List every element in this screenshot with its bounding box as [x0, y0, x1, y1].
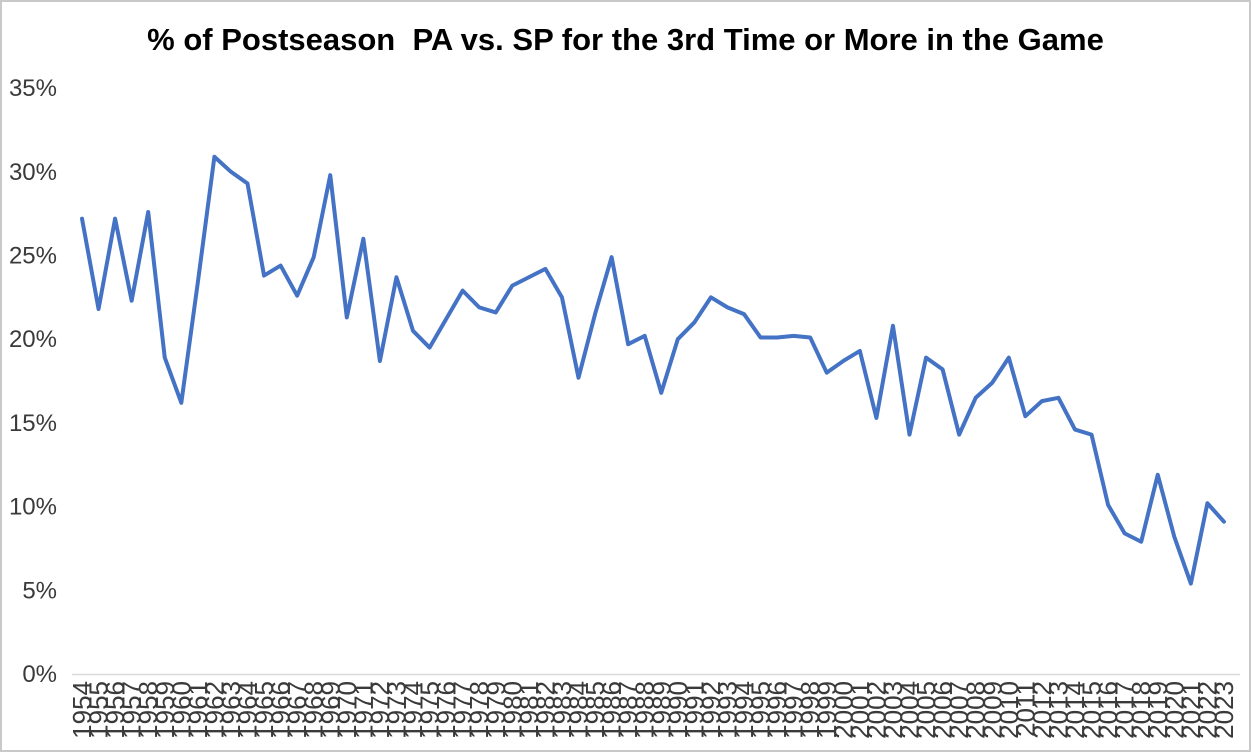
- x-tick-label: 2016: [1093, 681, 1123, 739]
- x-tick-label: 1987: [613, 681, 643, 739]
- x-tick-label: 1955: [84, 681, 114, 739]
- x-tick-label: 1957: [117, 681, 147, 739]
- x-tick-label: 1964: [233, 681, 263, 739]
- x-tick-label: 1998: [795, 681, 825, 739]
- x-tick-label: 1980: [497, 681, 527, 739]
- y-tick-label: 25%: [9, 243, 57, 270]
- x-tick-label: 1988: [630, 681, 660, 739]
- x-tick-label: 1971: [348, 681, 378, 739]
- x-tick-label: 1970: [332, 681, 362, 739]
- y-tick-label: 20%: [9, 326, 57, 353]
- x-tick-label: 1962: [199, 681, 229, 739]
- x-tick-label: 1981: [514, 681, 544, 739]
- x-tick-label: 2021: [1176, 681, 1206, 739]
- x-tick-label: 1959: [150, 681, 180, 739]
- x-tick-label: 1982: [530, 681, 560, 739]
- x-tick-label: 2019: [1143, 681, 1173, 739]
- x-tick-label: 1985: [580, 681, 610, 739]
- x-tick-label: 1993: [713, 681, 743, 739]
- y-tick-label: 15%: [9, 410, 57, 437]
- x-tick-label: 2022: [1192, 681, 1222, 739]
- x-tick-label: 2011: [1010, 681, 1040, 737]
- x-tick-label: 2020: [1159, 681, 1189, 739]
- x-tick-label: 2017: [1110, 681, 1140, 739]
- x-tick-label: 1972: [365, 681, 395, 739]
- x-tick-label: 1975: [415, 681, 445, 739]
- x-tick-label: 1960: [166, 681, 196, 739]
- x-tick-label: 2013: [1044, 681, 1074, 739]
- x-tick-label: 1979: [481, 681, 511, 739]
- x-tick-label: 1991: [679, 681, 709, 739]
- x-tick-label: 1990: [663, 681, 693, 739]
- y-tick-label: 30%: [9, 159, 57, 186]
- x-tick-label: 1966: [266, 681, 296, 739]
- x-tick-label: 1954: [67, 681, 97, 739]
- x-tick-label: 1956: [100, 681, 130, 739]
- x-tick-label: 1986: [597, 681, 627, 739]
- x-tick-label: 1996: [762, 681, 792, 739]
- x-tick-label: 2023: [1209, 681, 1239, 739]
- x-tick-label: 1983: [547, 681, 577, 739]
- x-tick-label: 1984: [564, 681, 594, 739]
- x-tick-label: 1999: [812, 681, 842, 739]
- chart-title: % of Postseason PA vs. SP for the 3rd Ti…: [147, 22, 1104, 57]
- x-tick-label: 2008: [961, 681, 991, 739]
- x-tick-label: 2009: [977, 681, 1007, 739]
- x-tick-label: 1978: [464, 681, 494, 739]
- x-tick-label: 2007: [944, 681, 974, 739]
- x-tick-label: 1958: [133, 681, 163, 739]
- x-tick-label: 2002: [861, 681, 891, 739]
- x-tick-label: 2012: [1027, 681, 1057, 739]
- x-tick-label: 2018: [1126, 681, 1156, 739]
- x-tick-label: 1967: [282, 681, 312, 739]
- x-tick-label: 2010: [994, 681, 1024, 739]
- x-tick-label: 2015: [1077, 681, 1107, 739]
- x-tick-label: 2006: [928, 681, 958, 739]
- x-tick-label: 1989: [646, 681, 676, 739]
- x-tick-label: 1973: [381, 681, 411, 739]
- y-tick-label: 10%: [9, 494, 57, 521]
- x-tick-label: 1963: [216, 681, 246, 739]
- x-tick-label: 1992: [696, 681, 726, 739]
- x-tick-label: 1995: [746, 681, 776, 739]
- y-tick-label: 0%: [22, 661, 57, 688]
- x-tick-label: 2005: [911, 681, 941, 739]
- y-tick-label: 5%: [22, 577, 57, 604]
- x-tick-label: 2003: [878, 681, 908, 739]
- x-tick-label: 1961: [183, 681, 213, 739]
- series-line: [80, 154, 1226, 586]
- x-tick-label: 1997: [779, 681, 809, 739]
- x-tick-label: 1977: [448, 681, 478, 739]
- x-tick-label: 2014: [1060, 681, 1090, 739]
- x-tick-label: 2000: [828, 681, 858, 739]
- x-tick-label: 1976: [431, 681, 461, 739]
- x-tick-label: 1968: [299, 681, 329, 739]
- x-tick-label: 2004: [895, 681, 925, 739]
- y-tick-label: 35%: [9, 75, 57, 102]
- x-tick-label: 1974: [398, 681, 428, 739]
- x-tick-label: 1965: [249, 681, 279, 739]
- x-tick-label: 1994: [729, 681, 759, 739]
- x-tick-label: 1969: [315, 681, 345, 739]
- x-tick-label: 2001: [845, 681, 875, 739]
